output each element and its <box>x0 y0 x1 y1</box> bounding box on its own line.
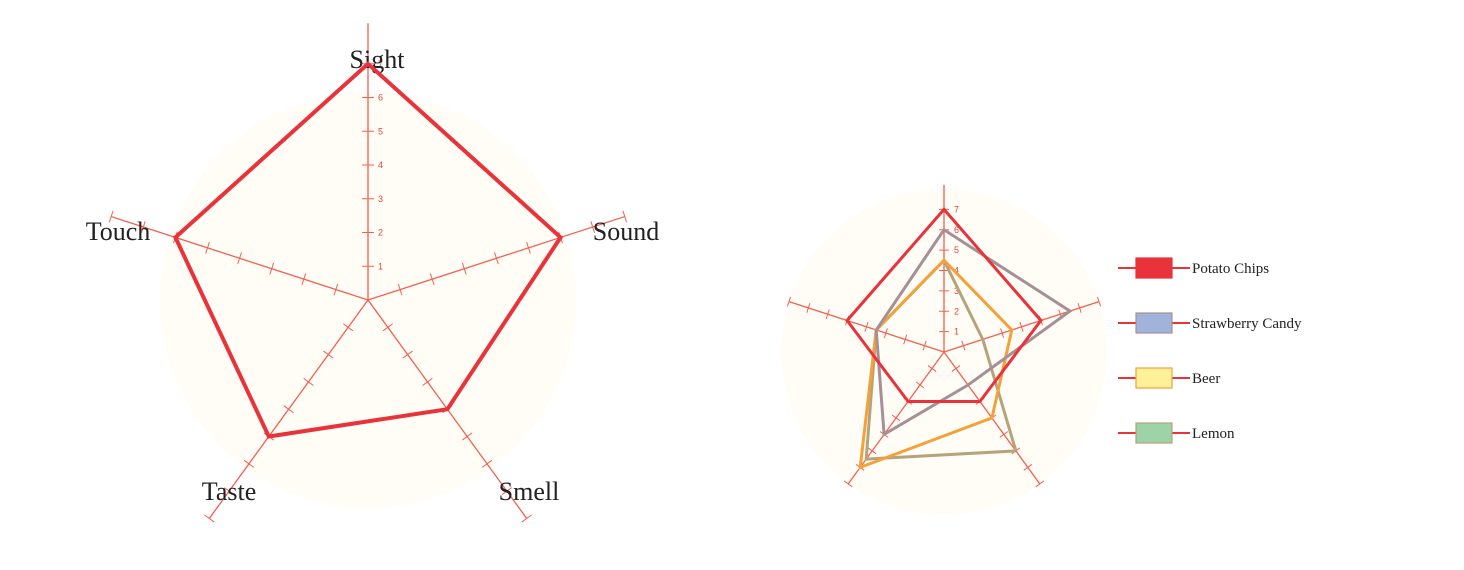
tick-label: 7 <box>954 204 959 214</box>
axis-tick <box>205 241 210 254</box>
axis-label-sight: Sight <box>350 45 406 74</box>
tick-label: 5 <box>954 245 959 255</box>
legend-label: Lemon <box>1192 426 1235 442</box>
axis-tick <box>140 221 146 233</box>
series-line-potato-chips <box>845 207 1043 403</box>
tick-label: 7 <box>378 59 383 69</box>
legend-item-strawberry-candy[interactable]: Strawberry Candy <box>1118 312 1302 334</box>
axis-tick <box>333 283 339 296</box>
axis-tick <box>825 309 830 320</box>
legend-item-potato-chips[interactable]: Potato Chips <box>1118 257 1269 279</box>
legend-label: Strawberry Candy <box>1192 316 1302 332</box>
axis-tick <box>1000 328 1005 339</box>
axis-tick <box>1019 321 1024 332</box>
legend-item-beer[interactable]: Beer <box>1118 367 1220 389</box>
axis-tick <box>481 459 493 468</box>
axis-tick <box>590 221 596 233</box>
axis-tick <box>891 414 901 422</box>
axis-tick <box>521 514 532 523</box>
axis-tick <box>243 459 255 468</box>
axis-label-smell: Smell <box>499 477 560 506</box>
axis-tick <box>501 487 513 496</box>
axis-tick <box>301 273 307 286</box>
axis-tick <box>1023 464 1033 471</box>
legend-item-lemon[interactable]: Lemon <box>1118 422 1235 444</box>
legend-swatch <box>1135 257 1173 279</box>
tick-label: 2 <box>378 228 383 238</box>
series-line-strawberry-candy <box>874 227 1073 437</box>
axis-tick <box>494 252 499 265</box>
axis-tick <box>922 340 927 351</box>
axis-tick <box>422 377 433 386</box>
axis-tick <box>108 210 114 223</box>
tick-label: 2 <box>954 306 959 316</box>
tick-label: 3 <box>954 286 959 296</box>
axis-tick <box>999 431 1009 438</box>
legend-swatch <box>1135 312 1173 334</box>
axis-tick <box>237 252 242 265</box>
axis-tick <box>204 514 215 523</box>
tick-label: 3 <box>378 194 383 204</box>
axis-tick <box>461 262 467 275</box>
axis-label-touch: Touch <box>86 217 151 246</box>
axis-tick <box>622 210 628 223</box>
axis-tick <box>915 381 925 389</box>
axis-tick <box>303 377 314 386</box>
chart-legend: Potato Chips Strawberry Candy Beer Lemon <box>1118 257 1302 444</box>
radar-chart-comparison: 1 2 3 4 5 6 7 <box>781 184 1107 515</box>
axis-tick <box>382 323 393 332</box>
axis-tick <box>1097 296 1102 307</box>
tick-label: 6 <box>378 93 383 103</box>
axis-tick <box>951 365 961 372</box>
tick-label: 1 <box>378 261 383 271</box>
axis-tick <box>429 273 435 286</box>
axis-tick <box>402 350 413 359</box>
legend-swatch <box>1135 422 1173 444</box>
axis-tick <box>1035 480 1045 488</box>
tick-label: 6 <box>954 225 959 235</box>
axis-tick <box>397 283 403 296</box>
axis-tick <box>903 334 908 345</box>
tick-label: 4 <box>378 160 383 170</box>
legend-label: Potato Chips <box>1192 261 1269 277</box>
axis-tick <box>223 487 235 496</box>
axis-tick <box>323 350 334 359</box>
tick-label: 5 <box>378 126 383 136</box>
series-line-potato-chips <box>172 61 564 439</box>
axis-tick <box>526 241 531 254</box>
axis-tick <box>786 296 791 307</box>
axis-tick <box>806 303 811 313</box>
axis-tick <box>927 365 937 372</box>
legend-label: Beer <box>1192 371 1220 387</box>
axis-label-taste: Taste <box>202 477 257 506</box>
tick-label: 4 <box>954 266 959 276</box>
axis-tick <box>269 262 275 275</box>
axis-tick <box>1077 303 1082 313</box>
axis-tick <box>961 340 966 351</box>
axis-tick <box>283 405 294 414</box>
axis-tick <box>462 432 473 441</box>
axis-tick <box>843 480 853 488</box>
series-line-beer <box>858 258 1014 470</box>
axis-tick <box>343 323 354 332</box>
axis-tick <box>867 447 877 455</box>
tick-label: 1 <box>954 327 959 337</box>
legend-swatch <box>1135 367 1173 389</box>
axis-label-sound: Sound <box>593 217 659 246</box>
axis-tick <box>883 328 888 339</box>
axis-tick <box>864 321 869 332</box>
